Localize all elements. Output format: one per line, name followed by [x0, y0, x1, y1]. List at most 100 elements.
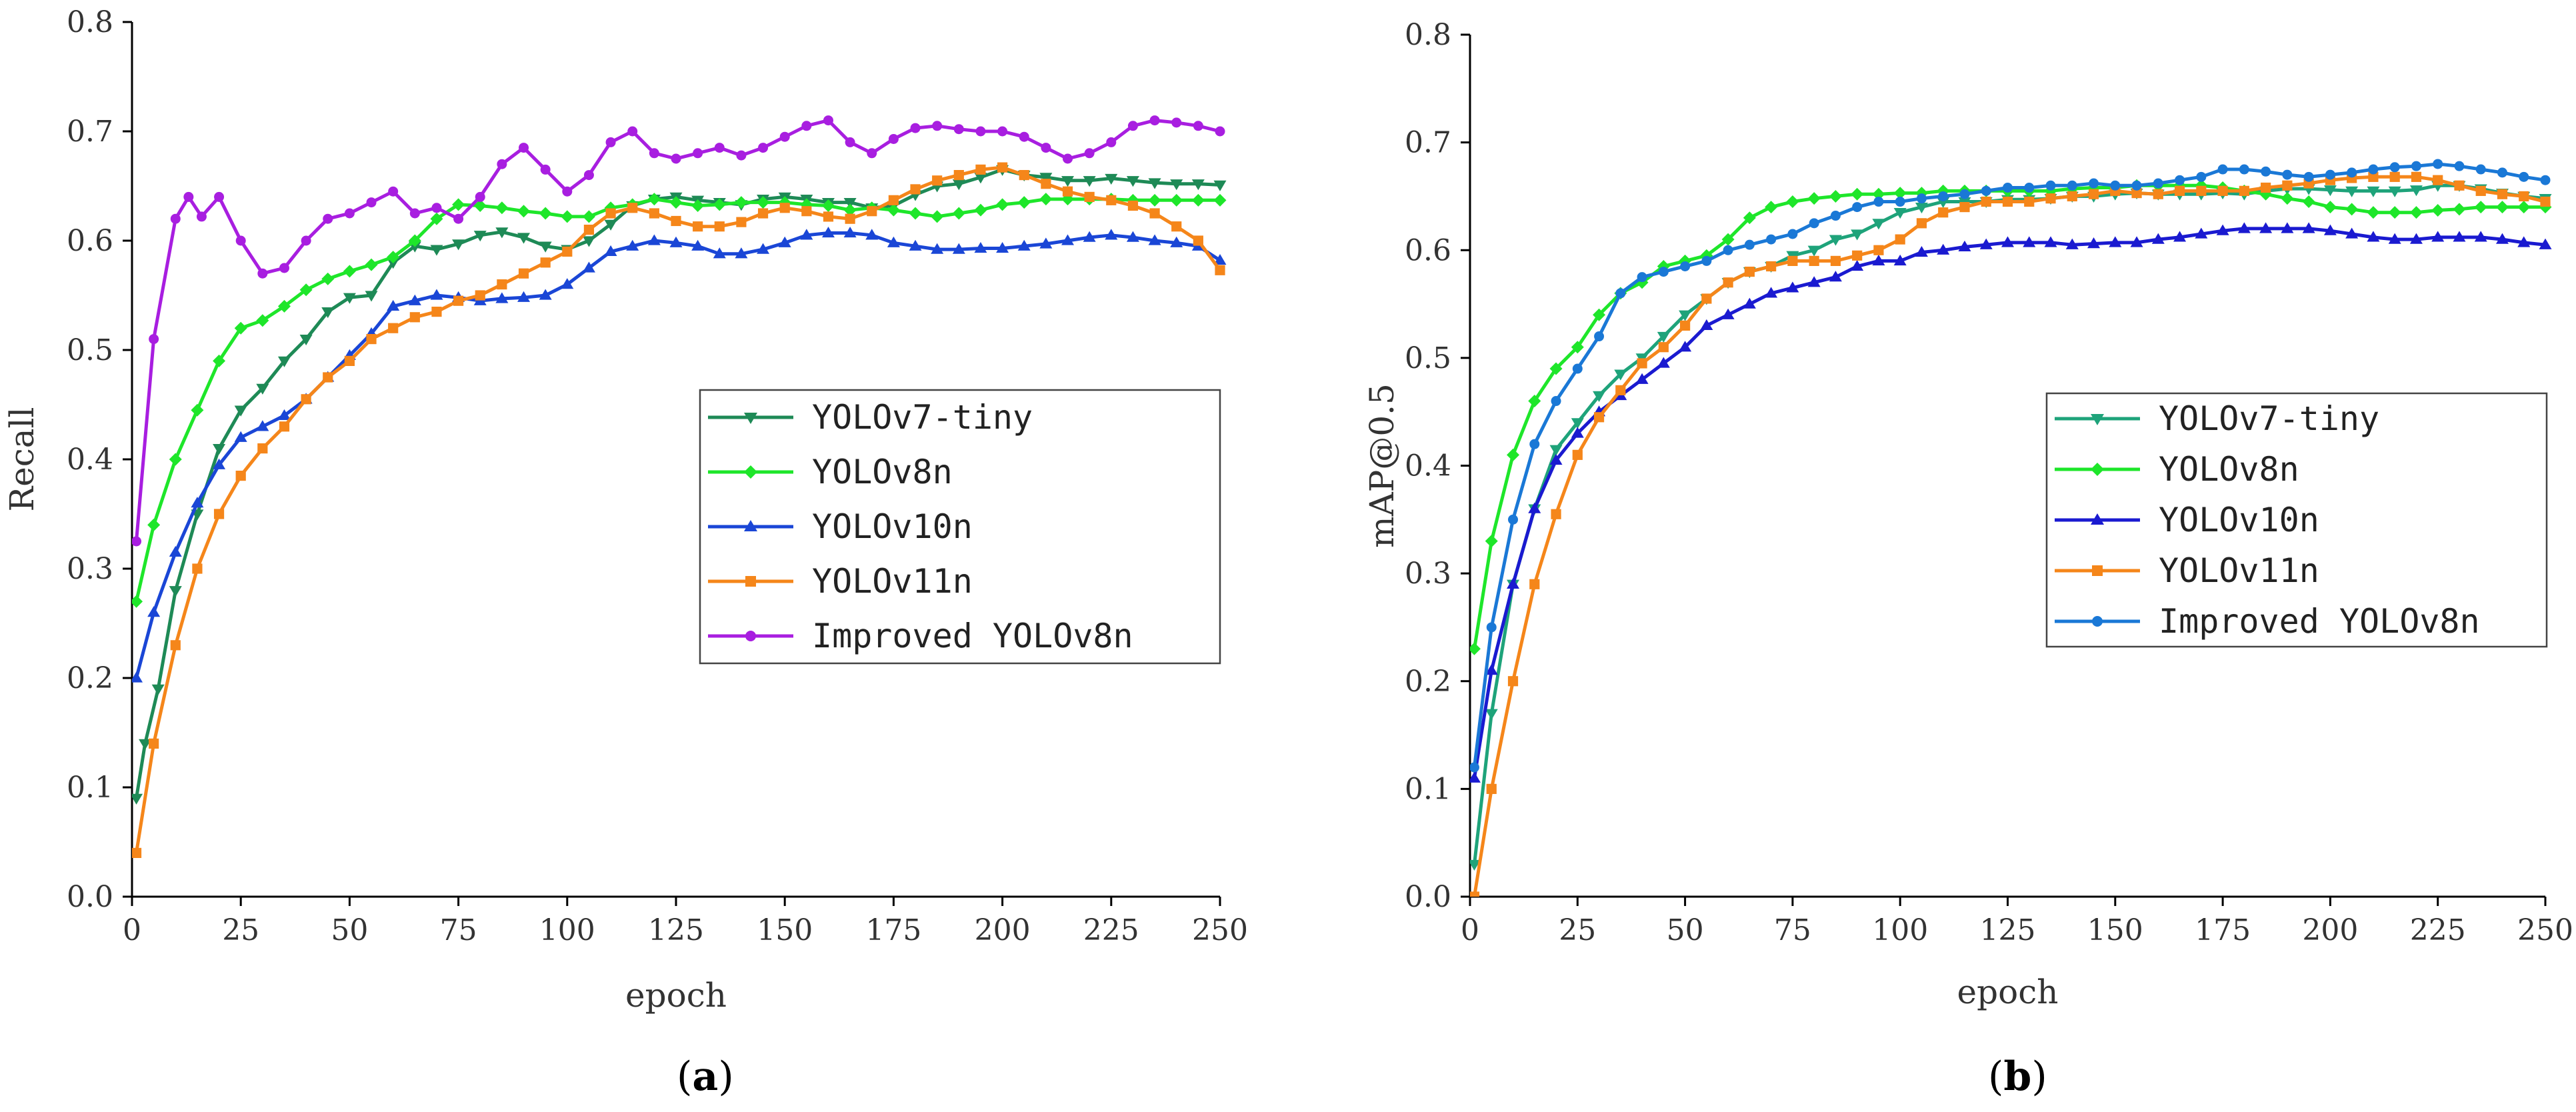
data-point — [2367, 186, 2380, 197]
x-tick-label: 25 — [1559, 913, 1596, 947]
data-point — [669, 196, 683, 209]
data-point — [975, 126, 986, 137]
data-point — [2411, 161, 2421, 171]
data-point — [387, 299, 400, 311]
data-point — [736, 217, 747, 227]
data-point — [279, 421, 290, 432]
data-point — [497, 159, 507, 169]
data-point — [583, 170, 594, 181]
data-point — [497, 279, 507, 290]
y-tick-label: 0.8 — [1405, 18, 1451, 52]
data-point — [2196, 171, 2207, 182]
data-point — [495, 201, 509, 215]
legend-marker — [2092, 616, 2103, 627]
data-point — [843, 203, 857, 217]
data-point — [2389, 162, 2400, 173]
data-point — [605, 137, 616, 147]
series-line — [135, 119, 1221, 542]
data-point — [1765, 201, 1778, 214]
data-point — [843, 197, 857, 209]
data-point — [1171, 117, 1182, 128]
y-tick-label: 0.7 — [67, 115, 113, 149]
data-point — [2323, 224, 2337, 235]
data-point — [1126, 231, 1139, 242]
data-point — [1895, 197, 1905, 207]
x-tick-label: 100 — [539, 913, 595, 947]
legend-marker — [744, 520, 757, 531]
data-point — [823, 211, 834, 222]
data-point — [975, 164, 986, 175]
data-point — [1851, 187, 1864, 201]
data-point — [343, 265, 356, 278]
data-point — [1191, 193, 1205, 207]
data-point — [1614, 369, 1627, 381]
y-tick-label: 0.3 — [1405, 557, 1451, 591]
data-point — [2347, 167, 2357, 178]
data-point — [2109, 236, 2122, 247]
data-point — [1981, 196, 1991, 207]
data-point — [2259, 222, 2273, 233]
data-point — [1213, 180, 1227, 191]
data-point — [2302, 195, 2315, 209]
data-point — [2454, 161, 2465, 171]
data-point — [279, 263, 289, 273]
y-tick-label: 0.6 — [67, 224, 113, 258]
data-point — [1529, 439, 1540, 449]
legend-entry: YOLOv11n — [708, 562, 973, 601]
data-point — [582, 261, 595, 273]
data-point — [2195, 227, 2208, 239]
y-tick-label: 0.2 — [67, 661, 113, 695]
data-point — [1981, 185, 1991, 196]
data-point — [343, 293, 356, 304]
x-tick-label: 200 — [2302, 913, 2358, 947]
data-point — [932, 121, 943, 131]
data-point — [139, 739, 152, 750]
data-point — [757, 196, 770, 209]
data-point — [2173, 231, 2187, 242]
data-point — [2217, 164, 2228, 175]
data-point — [132, 536, 142, 547]
data-point — [1679, 341, 1692, 352]
data-point — [561, 278, 574, 289]
data-point — [235, 235, 246, 246]
data-point — [1215, 265, 1225, 275]
legend-label: YOLOv10n — [812, 507, 973, 546]
data-point — [1787, 229, 1798, 239]
data-point — [888, 195, 899, 205]
data-point — [2002, 196, 2013, 207]
data-point — [1571, 427, 1584, 438]
data-point — [2517, 201, 2531, 214]
data-point — [843, 227, 857, 238]
panel-label: (a) — [677, 1053, 734, 1100]
data-point — [365, 258, 378, 271]
data-point — [845, 213, 855, 224]
data-point — [2453, 231, 2466, 242]
data-point — [1658, 342, 1669, 353]
data-point — [1508, 514, 1519, 525]
panel-label-paren: ) — [718, 1053, 733, 1100]
series-line — [135, 167, 1221, 799]
data-point — [277, 356, 291, 367]
data-point — [583, 225, 595, 235]
data-point — [169, 545, 182, 557]
data-point — [801, 206, 812, 217]
data-point — [2151, 233, 2165, 244]
data-point — [693, 221, 703, 232]
data-point — [1787, 255, 1798, 267]
data-point — [453, 213, 464, 224]
data-point — [2367, 206, 2380, 219]
data-point — [1485, 535, 1498, 548]
series-yolov10n — [1470, 222, 2552, 783]
data-point — [517, 291, 531, 302]
data-point — [1191, 179, 1205, 191]
data-point — [1615, 385, 1626, 395]
data-point — [430, 289, 443, 300]
data-point — [2044, 236, 2057, 247]
x-tick-label: 225 — [2410, 913, 2466, 947]
x-tick-label: 50 — [1667, 913, 1704, 947]
data-point — [169, 586, 182, 597]
x-axis-title: epoch — [1957, 973, 2059, 1011]
data-point — [473, 199, 487, 213]
data-point — [1571, 341, 1584, 354]
data-point — [952, 207, 965, 220]
